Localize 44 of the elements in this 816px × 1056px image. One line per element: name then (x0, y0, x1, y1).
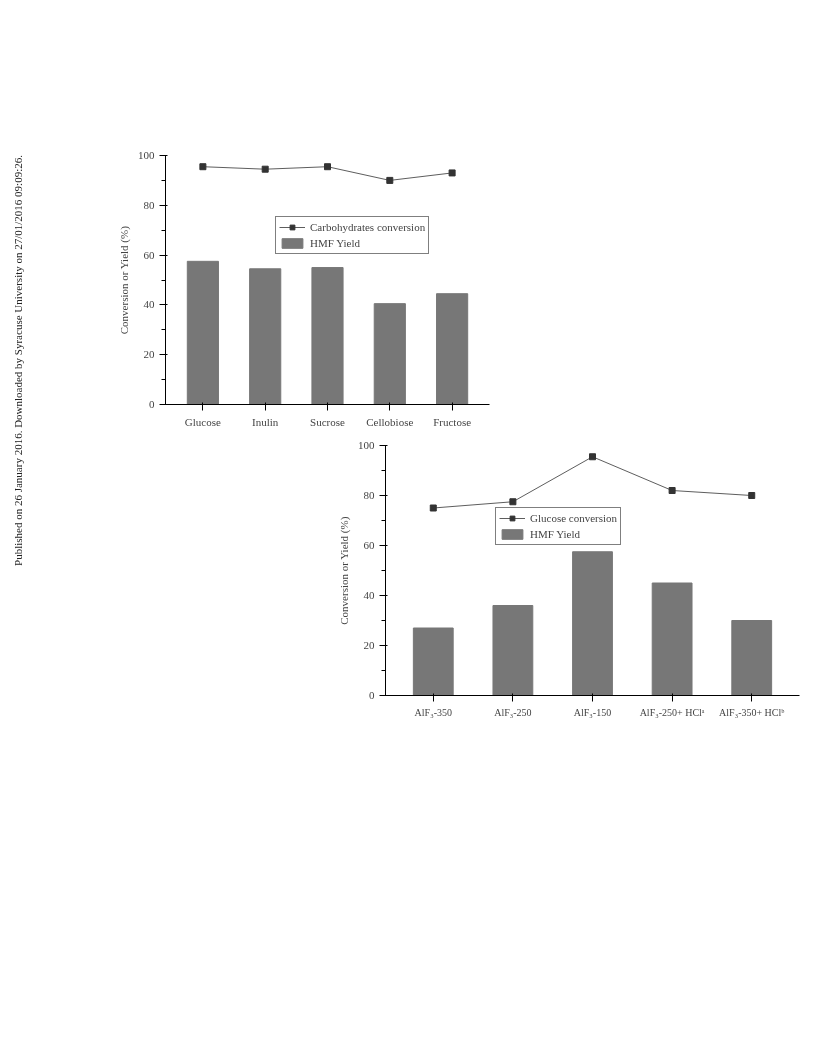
bar (412, 627, 454, 696)
x-tick-label: AlF₃-250 (494, 706, 532, 718)
x-tick-label: Glucose (184, 415, 222, 428)
bar (311, 267, 344, 405)
bar (436, 293, 469, 405)
x-tick-label: AlF₃-350+ HClᵇ (719, 706, 785, 718)
x-tick-label: Cellobiose (366, 415, 414, 428)
x-tick-label: AlF₃-250+ HClᵃ (639, 706, 705, 718)
point (429, 504, 437, 512)
x-tick-label: AlF₃-350 (414, 706, 452, 718)
y-tick-label: 100 (358, 439, 375, 451)
y-axis-title: Conversion or Yield (%) (118, 225, 131, 335)
y-tick-label: 20 (143, 348, 155, 361)
text: Published on 26 January 2016. Downloaded by Syracuse University on 27/01/2016 09:09:26. (11, 154, 24, 566)
x-tick-label: AlF₃-150 (573, 706, 612, 718)
x-tick-label: Sucrose (310, 415, 346, 428)
bar (186, 260, 219, 405)
point (748, 492, 756, 499)
legend-label: Glucose conversion (530, 511, 618, 525)
point (668, 487, 676, 494)
x-tick-label: Inulin (252, 415, 279, 428)
y-axis-title: Conversion or Yield (%) (338, 516, 351, 625)
bar (731, 620, 773, 696)
y-tick-label: 40 (363, 589, 375, 601)
y-tick-label: 60 (143, 248, 155, 261)
bar (249, 268, 282, 405)
legend-label: Carbohydrates conversion (310, 220, 426, 234)
legend-label: HMF Yield (310, 236, 361, 250)
bar (373, 303, 406, 405)
bar (492, 605, 534, 696)
y-tick-label: 60 (363, 539, 375, 551)
y-tick-label: 80 (143, 198, 155, 211)
point (509, 498, 517, 506)
x-tick-label: Fructose (433, 415, 472, 428)
y-tick-label: 40 (143, 298, 155, 311)
y-tick-label: 100 (138, 149, 155, 161)
y-tick-label: 20 (363, 639, 375, 651)
point (589, 453, 596, 461)
y-tick-label: 0 (149, 398, 155, 410)
y-tick-label: 0 (369, 689, 375, 701)
legend-label: HMF Yield (530, 527, 581, 541)
bar (572, 551, 613, 696)
y-tick-label: 80 (363, 489, 375, 501)
bar (651, 582, 693, 696)
